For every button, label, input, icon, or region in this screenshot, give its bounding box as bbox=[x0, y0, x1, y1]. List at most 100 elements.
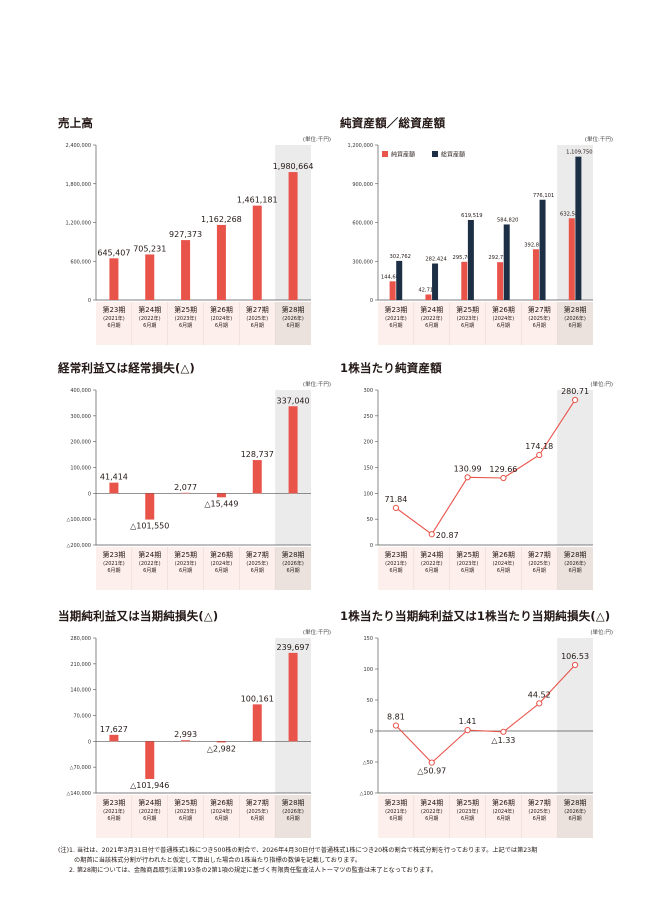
bar bbox=[181, 240, 191, 300]
bar bbox=[145, 741, 155, 779]
highlight-category-band bbox=[557, 302, 593, 345]
y-tick-label: 300 bbox=[363, 388, 373, 394]
bar bbox=[539, 199, 546, 300]
data-label: 705,231 bbox=[133, 244, 166, 253]
bar bbox=[532, 249, 539, 300]
bar bbox=[461, 261, 468, 300]
category-label: 第24期 bbox=[420, 798, 443, 807]
highlight-column bbox=[557, 390, 593, 545]
data-label: 1,162,268 bbox=[201, 215, 242, 224]
category-month: 6月期 bbox=[568, 816, 581, 822]
y-tick-label: 50 bbox=[367, 517, 373, 523]
category-year: (2022年) bbox=[139, 315, 161, 322]
data-label: 295,708 bbox=[453, 255, 474, 261]
data-label: 8.81 bbox=[387, 713, 405, 722]
chart-title: 1株当たり当期純利益又は1株当たり当期純損失(△) bbox=[340, 609, 611, 623]
category-month: 6月期 bbox=[179, 816, 192, 822]
category-year: (2026年) bbox=[282, 808, 304, 815]
bar bbox=[216, 493, 226, 498]
category-year: (2024年) bbox=[211, 315, 233, 322]
unit-label: (単位:円) bbox=[590, 382, 613, 388]
category-month: 6月期 bbox=[389, 323, 402, 329]
category-year: (2024年) bbox=[493, 560, 515, 567]
series-line bbox=[395, 664, 576, 764]
category-month: 6月期 bbox=[497, 816, 510, 822]
data-label: 144,661 bbox=[381, 274, 402, 280]
data-label: △101,550 bbox=[130, 522, 169, 531]
unit-label: (単位:千円) bbox=[302, 137, 331, 143]
data-label: △2,982 bbox=[207, 744, 236, 753]
bar bbox=[396, 260, 403, 300]
y-tick-label: 0 bbox=[88, 298, 91, 304]
category-year: (2024年) bbox=[211, 560, 233, 567]
assets-chart: 0 300,000 600,000 900,000 1,200,000 第23期(2021… bbox=[348, 143, 593, 345]
category-month: 6月期 bbox=[143, 816, 156, 822]
category-label: 第28期 bbox=[564, 305, 587, 314]
category-label: 第26期 bbox=[210, 550, 233, 559]
category-label: 第27期 bbox=[246, 550, 269, 559]
bar bbox=[252, 704, 262, 742]
category-month: 6月期 bbox=[107, 568, 120, 574]
category-month: 6月期 bbox=[251, 323, 264, 329]
y-tick-label: △50 bbox=[363, 760, 373, 766]
category-label: 第25期 bbox=[174, 305, 197, 314]
chart-title: 1株当たり純資産額 bbox=[340, 361, 442, 375]
category-month: 6月期 bbox=[497, 323, 510, 329]
data-label: 44.52 bbox=[528, 690, 551, 699]
category-year: (2026年) bbox=[564, 808, 586, 815]
data-label: 2,993 bbox=[174, 730, 197, 739]
category-year: (2024年) bbox=[211, 808, 233, 815]
category-year: (2026年) bbox=[282, 560, 304, 567]
category-label: 第23期 bbox=[384, 798, 407, 807]
category-month: 6月期 bbox=[425, 568, 438, 574]
y-tick-label: 0 bbox=[370, 729, 373, 735]
category-month: 6月期 bbox=[286, 816, 299, 822]
category-year: (2022年) bbox=[421, 315, 443, 322]
category-year: (2023年) bbox=[175, 808, 197, 815]
data-label: 128,737 bbox=[241, 450, 274, 459]
category-label: 第26期 bbox=[492, 550, 515, 559]
data-point bbox=[392, 504, 400, 511]
legend-label: 純資産額 bbox=[391, 151, 415, 159]
y-tick-label: 280,000 bbox=[70, 636, 91, 642]
category-month: 6月期 bbox=[389, 568, 402, 574]
category-label: 第23期 bbox=[102, 550, 125, 559]
category-year: (2021年) bbox=[385, 808, 407, 815]
category-label: 第24期 bbox=[420, 550, 443, 559]
category-label: 第25期 bbox=[456, 305, 479, 314]
data-label: 776,101 bbox=[533, 193, 554, 199]
y-tick-label: △140,000 bbox=[66, 791, 91, 797]
data-point bbox=[464, 474, 471, 481]
category-year: (2021年) bbox=[103, 560, 125, 567]
note-line: の期首に当該株式分割が行われたと仮定して算出した場合の1株当たり指標の数値を記載… bbox=[74, 857, 362, 864]
category-label: 第28期 bbox=[564, 550, 587, 559]
y-tick-label: 50 bbox=[367, 698, 373, 704]
bar bbox=[145, 254, 155, 300]
category-month: 6月期 bbox=[533, 323, 546, 329]
y-tick-label: 200 bbox=[363, 440, 373, 446]
category-month: 6月期 bbox=[179, 568, 192, 574]
y-tick-label: 300,000 bbox=[352, 259, 373, 265]
highlight-column bbox=[557, 145, 593, 300]
category-year: (2023年) bbox=[457, 560, 479, 567]
category-label: 第27期 bbox=[528, 798, 551, 807]
category-year: (2023年) bbox=[457, 808, 479, 815]
unit-label: (単位:千円) bbox=[302, 630, 331, 636]
bar bbox=[145, 493, 155, 520]
y-tick-label: 100,000 bbox=[70, 466, 91, 472]
bar bbox=[181, 740, 191, 742]
y-tick-label: △100 bbox=[360, 791, 373, 797]
data-point bbox=[392, 722, 400, 729]
category-label: 第28期 bbox=[282, 550, 305, 559]
legend-swatch bbox=[382, 151, 388, 157]
category-month: 6月期 bbox=[568, 323, 581, 329]
highlight-category-band bbox=[275, 302, 311, 345]
category-year: (2024年) bbox=[493, 808, 515, 815]
data-label: 927,373 bbox=[169, 230, 202, 239]
category-year: (2026年) bbox=[564, 560, 586, 567]
data-label: 2,077 bbox=[174, 483, 197, 492]
y-tick-label: 0 bbox=[370, 543, 373, 549]
bar bbox=[216, 224, 226, 300]
footnotes: (注)1. 当社は、2021年3月31日付で普通株式1株につき500株の割合で、… bbox=[58, 846, 598, 876]
category-label: 第23期 bbox=[102, 305, 125, 314]
